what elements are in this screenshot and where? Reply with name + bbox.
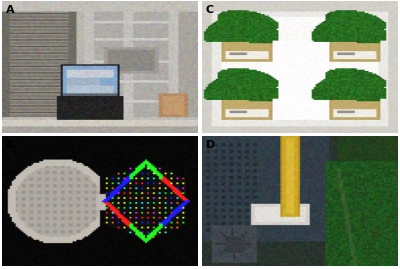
Text: A: A <box>6 5 14 15</box>
Text: C: C <box>206 5 214 15</box>
Text: B: B <box>6 140 14 150</box>
Text: D: D <box>206 140 215 150</box>
